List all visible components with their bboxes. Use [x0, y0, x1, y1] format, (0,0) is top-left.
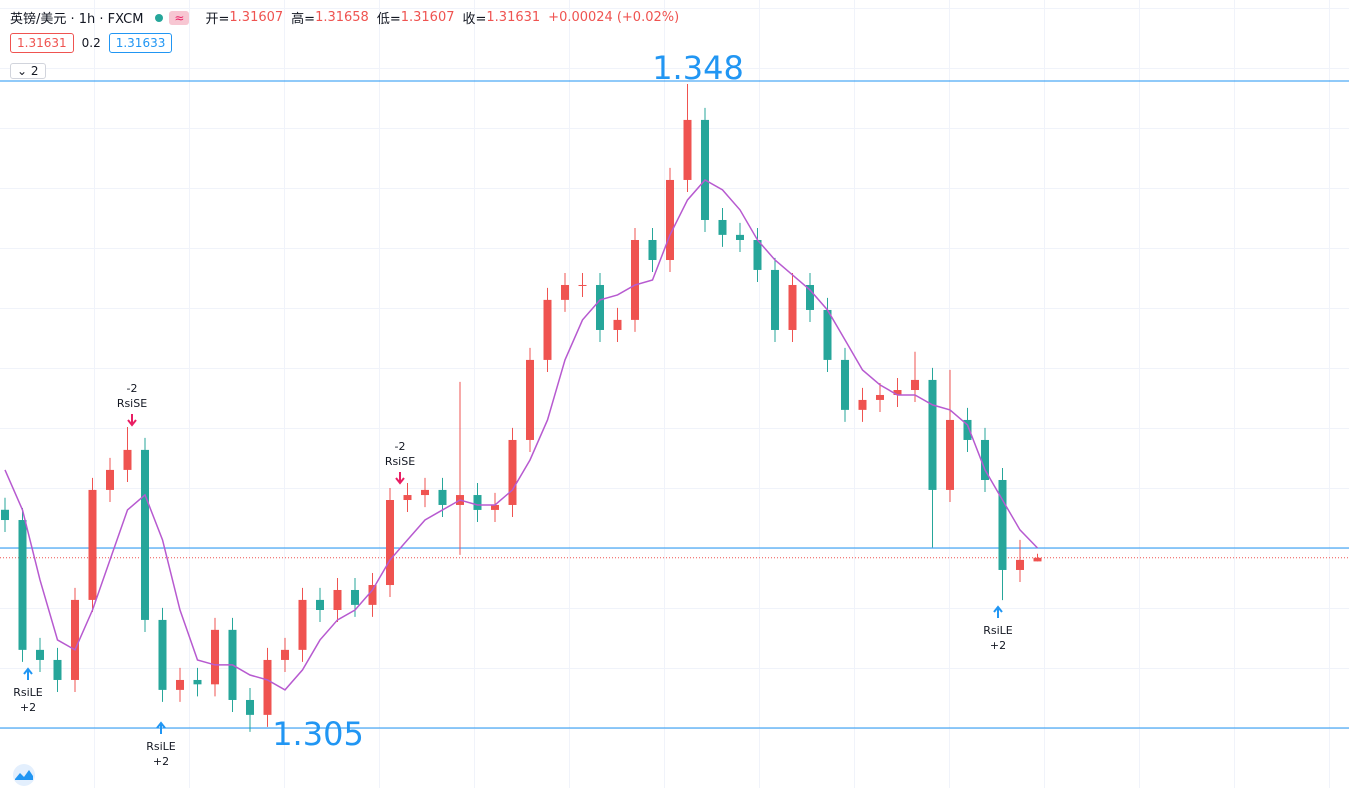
signal-qty: +2 [153, 755, 169, 768]
candle-body [998, 479, 1007, 570]
signal-name: RsiSE [385, 455, 415, 468]
candle-body [176, 679, 184, 690]
candle-body [193, 679, 202, 685]
candle-body [473, 495, 482, 510]
candle-body [36, 649, 44, 660]
candle-body [88, 489, 97, 600]
indicator-toggle[interactable]: ⌄ 2 [10, 63, 46, 79]
candle-body [823, 309, 832, 360]
ohlc-value: 1.31658 [315, 10, 369, 25]
candle-body [316, 599, 324, 610]
spread: 0.2 [81, 36, 101, 50]
signal-name: RsiLE [146, 740, 176, 753]
candle-body [596, 284, 604, 330]
change: +0.00024 [548, 10, 613, 25]
candle-body [1033, 557, 1042, 562]
candle-body [981, 439, 989, 480]
buy-button[interactable]: 1.31633 [108, 33, 173, 53]
trade-row: 1.31631 0.2 1.31633 [10, 33, 173, 53]
moving-average [4, 179, 1039, 691]
candle-body [718, 219, 727, 235]
logo[interactable] [10, 764, 40, 788]
level-label: 1.305 [272, 715, 364, 753]
signal-qty: +2 [990, 639, 1006, 652]
candle-body [666, 179, 674, 261]
symbol[interactable]: 英镑/美元 · 1h · FXCM [10, 12, 144, 27]
candle-body [543, 299, 552, 360]
candle-body [53, 659, 62, 680]
sell-button[interactable]: 1.31631 [10, 33, 74, 53]
legend-header: 英镑/美元 · 1h · FXCM ≈ 开= 1.31607 高= 1.31658 … [10, 8, 687, 27]
signal-name: RsiSE [117, 397, 147, 410]
candle-body [158, 619, 167, 690]
candle-body [123, 449, 132, 470]
candle-body [788, 284, 797, 330]
candle-body [631, 239, 639, 320]
candle-body [736, 234, 744, 240]
candle-body [368, 585, 377, 605]
ohlc-value: 1.31631 [486, 10, 541, 25]
signal-qty: -2 [127, 382, 138, 395]
status-dot [155, 13, 164, 22]
candle-body [928, 379, 937, 490]
ohlc-label: 开= [205, 12, 230, 27]
signal-name: RsiLE [13, 686, 43, 699]
ohlc-label: 收= [462, 12, 487, 27]
candle-body [1, 509, 9, 521]
candle-body [753, 239, 762, 270]
signal-name: RsiLE [983, 624, 1013, 637]
indicator-count: 2 [30, 64, 39, 78]
candle-body [648, 239, 657, 261]
candle-body [141, 449, 149, 620]
change-pct: (+0.02%) [616, 10, 680, 25]
candle-body [351, 589, 359, 605]
candle-body [893, 390, 902, 395]
candle-body [578, 284, 587, 286]
candle-body [421, 489, 429, 496]
signal-qty: -2 [395, 440, 406, 453]
candle-body [561, 284, 569, 300]
candle-body [683, 119, 692, 180]
short-arrow [127, 414, 137, 427]
short-arrow [395, 472, 405, 485]
candle-body [911, 379, 919, 391]
level-label: 1.348 [652, 49, 744, 87]
candle-body [333, 589, 342, 610]
long-arrow [23, 667, 33, 680]
candle-body [946, 419, 954, 490]
candle-body [701, 119, 709, 220]
ohlc-label: 低= [376, 12, 401, 27]
candle-body [18, 520, 27, 650]
candle-body [211, 629, 219, 685]
candle-body [298, 599, 307, 650]
candle-body [526, 359, 534, 440]
signal-qty: +2 [20, 701, 36, 714]
candle-body [508, 439, 517, 505]
candle-body [106, 469, 114, 490]
ohlc-label: 高= [291, 12, 316, 27]
candle-body [263, 659, 272, 715]
candle-body [876, 394, 884, 400]
candle-body [771, 269, 779, 330]
candle-body [438, 489, 447, 505]
candle-body [403, 495, 412, 501]
candle-body [806, 284, 814, 310]
candle-body [71, 599, 79, 680]
candle-body [386, 500, 394, 586]
candle-body [613, 319, 622, 330]
candle-body [281, 649, 289, 660]
candle-body [491, 504, 499, 510]
wave-badge[interactable]: ≈ [169, 10, 190, 25]
candle-body [858, 399, 867, 410]
ohlc-value: 1.31607 [229, 10, 284, 25]
candle-body [1016, 559, 1024, 570]
long-arrow [993, 605, 1003, 618]
candle-body [963, 419, 972, 440]
ohlc-value: 1.31607 [400, 10, 455, 25]
candle-body [246, 699, 254, 715]
candle-body [841, 359, 849, 410]
long-arrow [156, 721, 166, 734]
